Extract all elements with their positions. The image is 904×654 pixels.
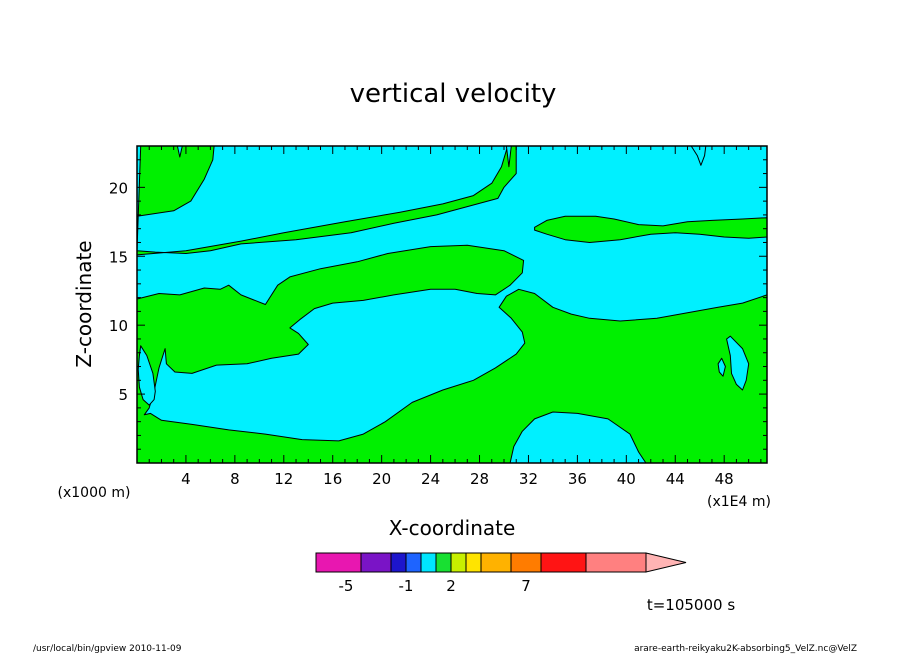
colorbar-label: 2: [446, 577, 456, 595]
colorbar-swatch: [390, 552, 407, 573]
colorbar-swatch: [435, 552, 452, 573]
x-tick-label: 16: [323, 470, 342, 488]
x-tick-label: 20: [372, 470, 391, 488]
colorbar-swatch: [405, 552, 422, 573]
colorbar-label: -1: [399, 577, 414, 595]
colorbar-swatch: [465, 552, 482, 573]
x-axis-title: X-coordinate: [389, 516, 516, 540]
colorbar-swatch: [540, 552, 587, 573]
y-tick-label: 20: [109, 179, 128, 197]
plot-frame: [136, 145, 768, 464]
y-tick-label: 10: [109, 317, 128, 335]
colorbar-extend-arrow: [645, 552, 687, 573]
footer-left: /usr/local/bin/gpview 2010-11-09: [33, 644, 182, 654]
contour-patch-2: [726, 335, 750, 391]
x-tick-label: 48: [715, 470, 734, 488]
contour-patch-1: [137, 345, 156, 406]
y-tick-label: 5: [118, 386, 128, 404]
colorbar-swatch: [510, 552, 542, 573]
y-ticks: 5 10 15 20: [109, 159, 767, 450]
x-tick-label: 44: [666, 470, 685, 488]
y-axis-title: Z-coordinate: [72, 240, 96, 367]
colorbar-swatch: [480, 552, 512, 573]
colorbar: -5 -1 2 7: [315, 552, 687, 595]
x-tick-label: 12: [274, 470, 293, 488]
x-tick-label: 24: [421, 470, 440, 488]
colorbar-label: -5: [339, 577, 354, 595]
colorbar-swatch: [315, 552, 362, 573]
time-label: t=105000 s: [647, 596, 735, 614]
plot-area: [136, 145, 768, 464]
x-tick-label: 28: [470, 470, 489, 488]
x-tick-label: 8: [230, 470, 240, 488]
colorbar-swatch: [360, 552, 392, 573]
contour-region-1: [136, 145, 517, 256]
y-tick-label: 15: [109, 248, 128, 266]
colorbar-label: 7: [521, 577, 531, 595]
chart-title: vertical velocity: [350, 79, 557, 109]
footer-right: arare-earth-reikyaku2K-absorbing5_VelZ.n…: [634, 644, 857, 654]
x-tick-label: 4: [181, 470, 191, 488]
colorbar-swatch: [450, 552, 467, 573]
x-tick-label: 40: [617, 470, 636, 488]
x-tick-label: 36: [568, 470, 587, 488]
x-ticks: 4 8 12 16 20 24 28 32 36 40 44 48: [148, 146, 762, 488]
x-unit-label: (x1E4 m): [707, 494, 771, 510]
x-tick-label: 32: [519, 470, 538, 488]
y-unit-label: (x1000 m): [58, 485, 131, 501]
colorbar-swatch: [420, 552, 437, 573]
contour-region-2: [136, 244, 768, 464]
colorbar-swatch: [585, 552, 647, 573]
contour-patch-3: [717, 357, 726, 377]
